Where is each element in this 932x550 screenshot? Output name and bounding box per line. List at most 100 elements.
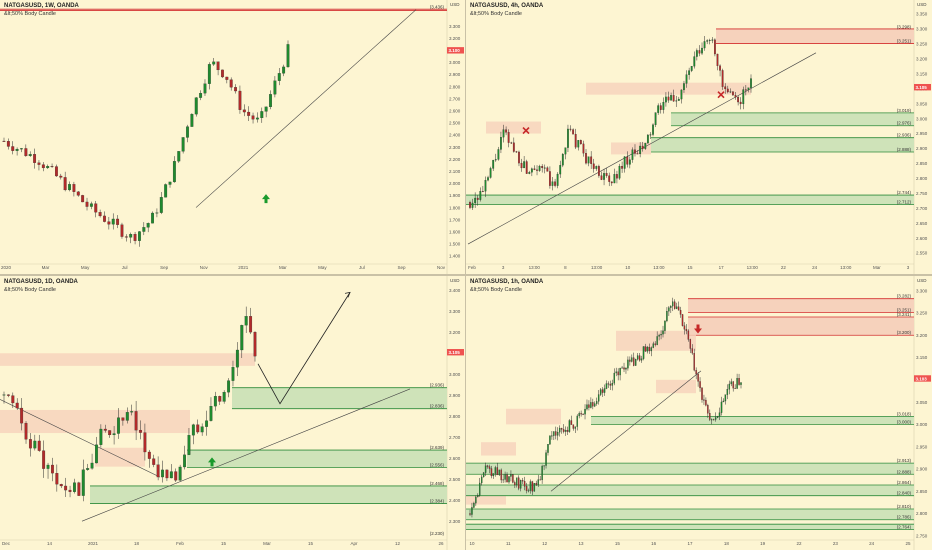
x-tick-label: Nov [200,265,209,270]
candle [687,330,690,340]
candle [523,161,526,169]
candle [672,301,674,307]
candle [706,40,709,42]
daily-chart-panel[interactable]: USD3.4003.3003.2003.1003.0002.9002.8002.… [0,276,465,550]
candle [46,464,50,469]
supply-zone [611,142,651,155]
candle [680,89,683,100]
candle [50,166,54,167]
level-label: (2.936) [430,383,445,388]
candle [707,405,709,414]
candle [742,89,745,105]
x-tick-label: 24 [869,541,875,546]
candle [570,420,573,425]
candle [726,88,729,93]
price-tag-label: 3.105 [449,350,461,355]
candle [199,93,203,98]
candle [664,320,666,331]
y-tick-label: 3.200 [916,57,928,62]
candle [37,162,41,165]
candle [89,203,93,207]
candle [627,359,629,369]
candle [506,474,508,483]
x-tick-label: 12 [395,541,401,546]
candle [194,97,198,115]
supply-zone [688,298,914,313]
weekly-chart[interactable]: USD 3.300 3.200 3.100 3.000 2.900 2.800 2.700 2.… [0,0,465,274]
candle [654,343,656,346]
candle [608,175,611,182]
candle [747,87,750,90]
candle [734,94,737,98]
candle [76,191,80,196]
y-tick-label: 2.700 [916,206,928,211]
daily-chart[interactable]: USD3.4003.3003.2003.1003.0002.9002.8002.… [0,276,465,550]
candle [728,383,731,390]
candle [504,474,506,480]
candle [500,469,502,481]
price-axis [914,0,932,274]
candle [72,184,76,192]
1h-chart[interactable]: USD3.3003.2503.2003.1503.1003.0503.0002.… [466,276,932,550]
candle [269,94,272,108]
candle [203,83,207,94]
candle [143,432,147,453]
candle [103,215,106,222]
y-tick-label: 2.700 [449,96,461,101]
price-tag [447,47,464,54]
trendline [550,370,702,492]
candle [574,133,577,148]
y-tick-label: 2.400 [449,133,461,138]
candle [496,467,499,476]
candle [541,166,544,169]
candle [196,424,200,433]
y-tick-label: 1.700 [449,217,461,222]
y-tick-label: 2.900 [449,72,461,77]
candle [596,401,598,404]
x-tick-label: 13:00 [653,265,665,270]
candle [471,507,473,515]
1h-chart-panel[interactable]: USD3.3003.2503.2003.1503.1003.0503.0002.… [466,276,932,550]
x-tick-label: 18 [134,541,140,546]
candle [641,145,644,149]
4h-chart[interactable]: USD3.3503.3003.2503.2003.1503.1003.0503.… [466,0,932,274]
candle [489,168,492,178]
level-label: (2.786) [897,515,912,520]
candle [718,412,721,417]
candle [636,153,639,155]
candle [539,479,541,481]
x-tick-label: May [81,265,90,270]
candle [486,465,489,467]
candle [59,175,63,178]
candle [59,484,63,487]
candle [528,172,531,174]
chart-title: NATGASUSD, 1W, OANDA [4,3,79,9]
trendline [195,9,417,208]
panel-divider-horizontal[interactable] [0,274,932,276]
candle [662,102,665,110]
candle [605,173,608,176]
candle [646,346,649,352]
y-tick-label: 2.200 [449,157,461,162]
y-tick-label: 3.300 [449,24,461,29]
currency-label: USD [917,278,927,283]
candle [2,394,6,396]
candle [587,156,590,164]
candle [33,440,37,449]
candle [221,69,224,78]
candle [625,368,627,370]
candle [469,202,471,208]
y-tick-label: 3.300 [916,27,928,32]
y-tick-label: 2.300 [449,145,461,150]
candle [711,39,714,41]
demand-zone [187,450,447,468]
candle [613,372,615,384]
y-tick-label: 1.800 [449,205,461,210]
weekly-chart-panel[interactable]: USD 3.300 3.200 3.100 3.000 2.900 2.800 2.700 2.… [0,0,465,274]
level-label: (3.018) [897,411,912,416]
4h-chart-panel[interactable]: USD3.3503.3003.2503.2003.1503.1003.0503.… [466,0,932,274]
candle [6,394,10,396]
candle [623,156,626,169]
candle [90,462,94,469]
candle [562,429,565,432]
